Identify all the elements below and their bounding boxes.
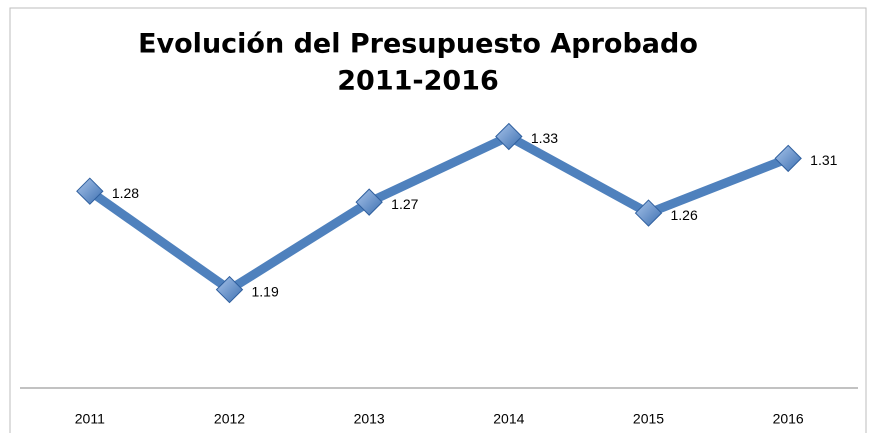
x-tick-label: 2012 [214, 411, 245, 427]
chart-title: Evolución del Presupuesto Aprobado [138, 29, 698, 60]
data-label: 1.19 [252, 283, 279, 299]
x-tick-label: 2013 [354, 411, 385, 427]
marker [215, 275, 244, 304]
x-tick-label: 2015 [633, 411, 664, 427]
marker [495, 122, 523, 151]
chart-subtitle: 2011-2016 [337, 66, 499, 97]
data-label: 1.33 [531, 130, 558, 146]
data-label: 1.27 [391, 196, 418, 212]
x-tick-label: 2016 [773, 411, 804, 427]
marker [76, 177, 104, 205]
data-label: 1.26 [671, 207, 698, 223]
data-label: 1.31 [810, 152, 837, 168]
marker [774, 144, 802, 173]
chart-border [9, 7, 867, 433]
data-label: 1.28 [112, 185, 139, 201]
x-tick-label: 2014 [493, 411, 524, 427]
series-line [87, 132, 790, 295]
marker [634, 199, 663, 227]
x-tick-label: 2011 [75, 411, 105, 427]
marker [355, 188, 383, 216]
